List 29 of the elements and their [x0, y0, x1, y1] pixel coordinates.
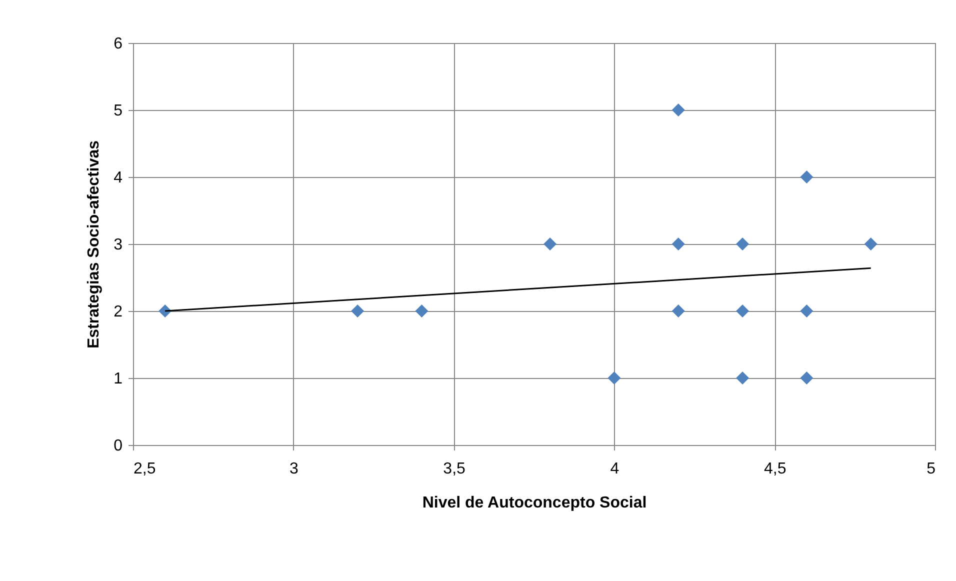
y-axis-title: Estrategias Socio-afectivas	[86, 140, 103, 349]
y-tick-label: 5	[114, 102, 123, 120]
point	[672, 237, 685, 251]
x-tick-label: 5	[926, 460, 936, 478]
point	[672, 304, 685, 318]
point	[800, 304, 814, 318]
point	[864, 237, 878, 251]
point	[415, 304, 428, 318]
y-tick-label: 0	[114, 438, 123, 454]
point	[736, 371, 750, 385]
point	[672, 103, 685, 117]
x-tick-label: 4	[610, 460, 620, 478]
x-tick-label: 3	[289, 460, 298, 478]
y-tick-label: 2	[114, 304, 123, 320]
y-tick-label: 6	[114, 36, 123, 52]
point	[544, 237, 557, 251]
x-tick-label: 3,5	[443, 460, 466, 478]
point	[736, 237, 750, 251]
x-axis-title: Nivel de Autoconcepto Social	[422, 494, 647, 512]
y-tick-label: 3	[114, 236, 123, 254]
point	[800, 170, 814, 184]
x-tick-label: 4,5	[764, 460, 786, 478]
point	[736, 304, 750, 318]
y-tick-label: 4	[114, 170, 123, 186]
point	[608, 371, 621, 385]
point	[800, 371, 814, 385]
point	[351, 304, 364, 318]
x-tick-label: 2,5	[134, 460, 156, 478]
y-tick-label: 1	[114, 370, 123, 388]
